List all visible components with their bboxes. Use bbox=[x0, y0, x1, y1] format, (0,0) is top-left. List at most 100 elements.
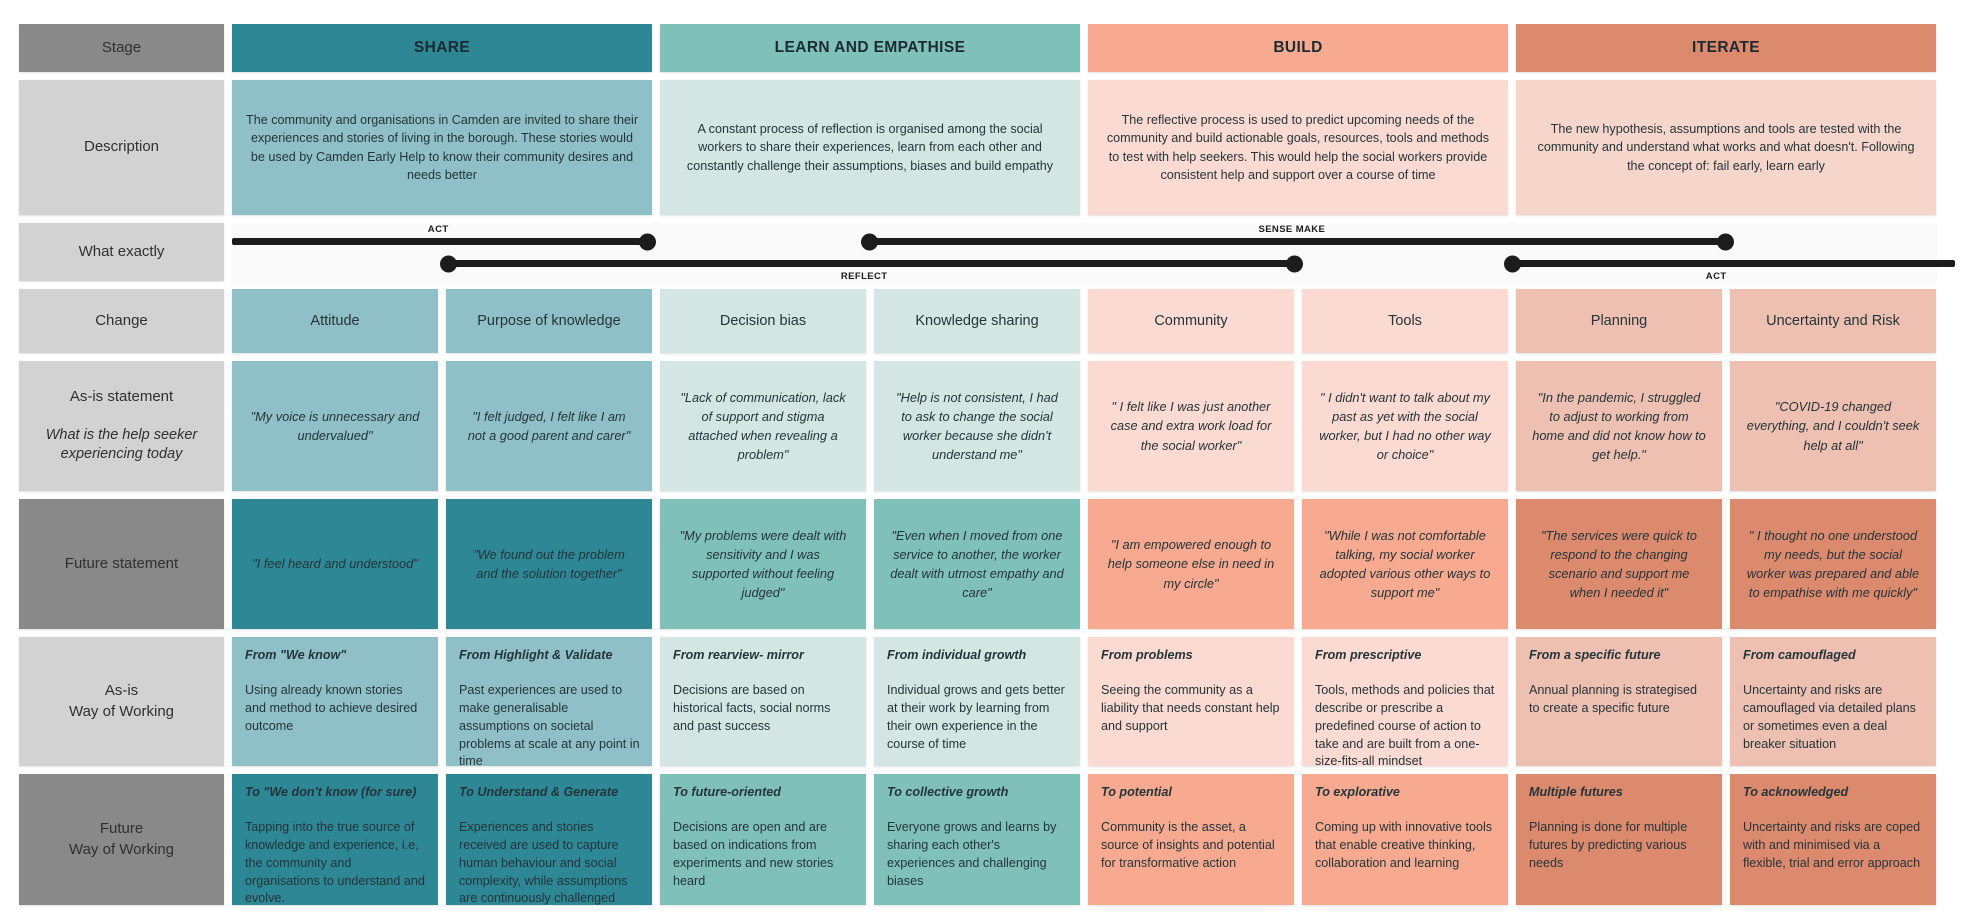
row-label-stage-text: Stage bbox=[101, 38, 142, 56]
future-wow-body: Community is the asset, a source of insi… bbox=[1101, 819, 1275, 870]
asis-wow-cell-planning: From a specific future Annual planning is… bbox=[1516, 637, 1722, 766]
future-wow-body: Everyone grows and learns by sharing eac… bbox=[887, 819, 1057, 888]
asis-wow-title: From Highlight & Validate bbox=[459, 648, 613, 662]
row-label-description-text: Description bbox=[83, 138, 160, 156]
timeline-endpoint-dot bbox=[1503, 255, 1521, 272]
asis-wow-cell-uncertainty-and-risk: From camouflaged Uncertainty and risks ar… bbox=[1730, 637, 1936, 766]
change-cell-attitude: Attitude bbox=[232, 289, 438, 353]
asis-statement-cell-attitude: "My voice is unnecessary and undervalued… bbox=[232, 361, 438, 491]
row-label-what-exactly-text: What exactly bbox=[78, 242, 165, 260]
future-wow-title: To "We don't know (for sure) bbox=[245, 785, 417, 799]
asis-wow-cell-decision-bias: From rearview- mirror Decisions are based… bbox=[660, 637, 866, 766]
future-wow-body: Uncertainty and risks are coped with and… bbox=[1743, 819, 1921, 870]
change-cell-tools: Tools bbox=[1302, 289, 1508, 353]
timeline-bar-act-2 bbox=[1503, 255, 1955, 272]
future-statement-cell-tools: "While I was not comfortable talking, my… bbox=[1302, 499, 1508, 629]
timeline-label-act-1: ACT bbox=[427, 224, 449, 235]
future-wow-body: Decisions are open and are based on indi… bbox=[673, 819, 834, 888]
change-cell-community: Community bbox=[1088, 289, 1294, 353]
asis-wow-cell-attitude: From "We know" Using already known storie… bbox=[232, 637, 438, 766]
future-wow-cell-attitude: To "We don't know (for sure) Tapping into… bbox=[232, 774, 438, 905]
asis-wow-title: From rearview- mirror bbox=[673, 648, 804, 662]
future-wow-title: To potential bbox=[1101, 785, 1172, 799]
future-statement-cell-knowledge-sharing: "Even when I moved from one service to a… bbox=[874, 499, 1080, 629]
row-label-description: Description bbox=[19, 80, 224, 215]
row-label-future-wow-line2: Way of Working bbox=[68, 840, 175, 858]
timeline-endpoint-dot bbox=[440, 255, 458, 272]
asis-wow-body: Decisions are based on historical facts,… bbox=[673, 682, 831, 733]
asis-wow-cell-knowledge-sharing: From individual growth Individual grows a… bbox=[874, 637, 1080, 766]
row-label-asis-statement-subtext: What is the help seeker experiencing tod… bbox=[45, 426, 198, 463]
change-cell-planning: Planning bbox=[1516, 289, 1722, 353]
asis-wow-title: From individual growth bbox=[887, 648, 1027, 662]
asis-wow-body: Past experiences are used to make genera… bbox=[459, 682, 640, 769]
timeline-bar-reflect bbox=[440, 255, 1304, 272]
stage-header-iterate-text: ITERATE bbox=[1692, 39, 1760, 56]
asis-wow-body: Uncertainty and risks are camouflaged vi… bbox=[1743, 682, 1916, 751]
stage-matrix-grid: Stage SHARE LEARN AND EMPATHISE BUILD IT… bbox=[19, 24, 1955, 906]
future-statement-cell-community: "I am empowered enough to help someone e… bbox=[1088, 499, 1294, 629]
asis-statement-cell-tools: " I didn't want to talk about my past as… bbox=[1302, 361, 1508, 491]
future-wow-cell-uncertainty-and-risk: To acknowledged Uncertainty and risks are… bbox=[1730, 774, 1936, 905]
description-build-text: The reflective process is used to predic… bbox=[1106, 113, 1490, 182]
asis-statement-cell-community: " I felt like I was just another case an… bbox=[1088, 361, 1294, 491]
description-cell-build: The reflective process is used to predic… bbox=[1088, 80, 1508, 215]
row-label-asis-statement-text: As-is statement bbox=[69, 388, 174, 406]
row-label-asis-way-of-working: As-is Way of Working bbox=[19, 637, 224, 766]
timeline-endpoint-dot bbox=[638, 233, 656, 250]
change-cell-knowledge-sharing: Knowledge sharing bbox=[874, 289, 1080, 353]
asis-wow-cell-tools: From prescriptive Tools, methods and poli… bbox=[1302, 637, 1508, 768]
future-wow-title: To Understand & Generate bbox=[459, 785, 619, 799]
asis-wow-title: From "We know" bbox=[245, 648, 347, 662]
asis-wow-title: From problems bbox=[1101, 648, 1193, 662]
row-label-stage: Stage bbox=[19, 24, 224, 72]
description-iterate-text: The new hypothesis, assumptions and tool… bbox=[1537, 122, 1915, 173]
act-reflect-timeline: ACT SENSE MAKE REFLECT ACT bbox=[232, 223, 1955, 282]
row-label-future-statement: Future statement bbox=[19, 499, 224, 629]
future-wow-title: Multiple futures bbox=[1529, 785, 1623, 799]
timeline-label-sense-make: SENSE MAKE bbox=[1258, 224, 1326, 235]
stage-header-build: BUILD bbox=[1088, 24, 1508, 72]
asis-statement-cell-uncertainty-and-risk: "COVID-19 changed everything, and I coul… bbox=[1730, 361, 1936, 491]
stage-header-learn-and-empathise: LEARN AND EMPATHISE bbox=[660, 24, 1080, 72]
row-label-future-way-of-working: Future Way of Working bbox=[19, 774, 224, 905]
row-label-change: Change bbox=[19, 289, 224, 353]
row-label-asis-wow-line2: Way of Working bbox=[68, 702, 175, 720]
future-wow-title: To collective growth bbox=[887, 785, 1009, 799]
row-label-change-text: Change bbox=[95, 311, 148, 329]
asis-wow-title: From prescriptive bbox=[1315, 648, 1422, 662]
stage-header-learn-text: LEARN AND EMPATHISE bbox=[774, 39, 966, 56]
timeline-bar-act-1 bbox=[232, 233, 656, 250]
future-wow-title: To future-oriented bbox=[673, 785, 781, 799]
row-label-asis-statement: As-is statement What is the help seeker … bbox=[19, 361, 224, 491]
future-wow-cell-decision-bias: To future-oriented Decisions are open and… bbox=[660, 774, 866, 905]
timeline-endpoint-dot bbox=[1717, 233, 1735, 250]
asis-statement-cell-purpose-of-knowledge: "I felt judged, I felt like I am not a g… bbox=[446, 361, 652, 491]
future-wow-body: Coming up with innovative tools that ena… bbox=[1315, 819, 1493, 870]
future-wow-cell-tools: To explorative Coming up with innovative … bbox=[1302, 774, 1508, 905]
description-learn-text: A constant process of reflection is orga… bbox=[686, 122, 1054, 173]
asis-statement-cell-decision-bias: "Lack of communication, lack of support … bbox=[660, 361, 866, 491]
asis-wow-title: From a specific future bbox=[1529, 648, 1661, 662]
timeline-bar-sense-make bbox=[861, 233, 1735, 250]
description-share-text: The community and organisations in Camde… bbox=[246, 113, 639, 182]
description-cell-learn: A constant process of reflection is orga… bbox=[660, 80, 1080, 215]
future-wow-body: Experiences and stories received are use… bbox=[459, 819, 628, 906]
asis-wow-body: Tools, methods and policies that describ… bbox=[1315, 682, 1495, 769]
stage-header-iterate: ITERATE bbox=[1516, 24, 1936, 72]
stage-header-build-text: BUILD bbox=[1273, 39, 1323, 56]
row-label-future-statement-text: Future statement bbox=[64, 554, 179, 572]
description-cell-iterate: The new hypothesis, assumptions and tool… bbox=[1516, 80, 1936, 215]
future-statement-cell-purpose-of-knowledge: "We found out the problem and the soluti… bbox=[446, 499, 652, 629]
timeline-endpoint-dot bbox=[1286, 255, 1304, 272]
asis-wow-body: Seeing the community as a liability that… bbox=[1101, 682, 1280, 733]
asis-wow-cell-community: From problems Seeing the community as a l… bbox=[1088, 637, 1294, 766]
asis-wow-title: From camouflaged bbox=[1743, 648, 1856, 662]
asis-wow-body: Annual planning is strategised to create… bbox=[1529, 682, 1698, 715]
timeline-label-reflect: REFLECT bbox=[840, 271, 888, 282]
future-wow-body: Tapping into the true source of knowledg… bbox=[245, 819, 425, 906]
description-cell-share: The community and organisations in Camde… bbox=[232, 80, 652, 215]
change-cell-decision-bias: Decision bias bbox=[660, 289, 866, 353]
future-wow-cell-planning: Multiple futures Planning is done for mul… bbox=[1516, 774, 1722, 905]
